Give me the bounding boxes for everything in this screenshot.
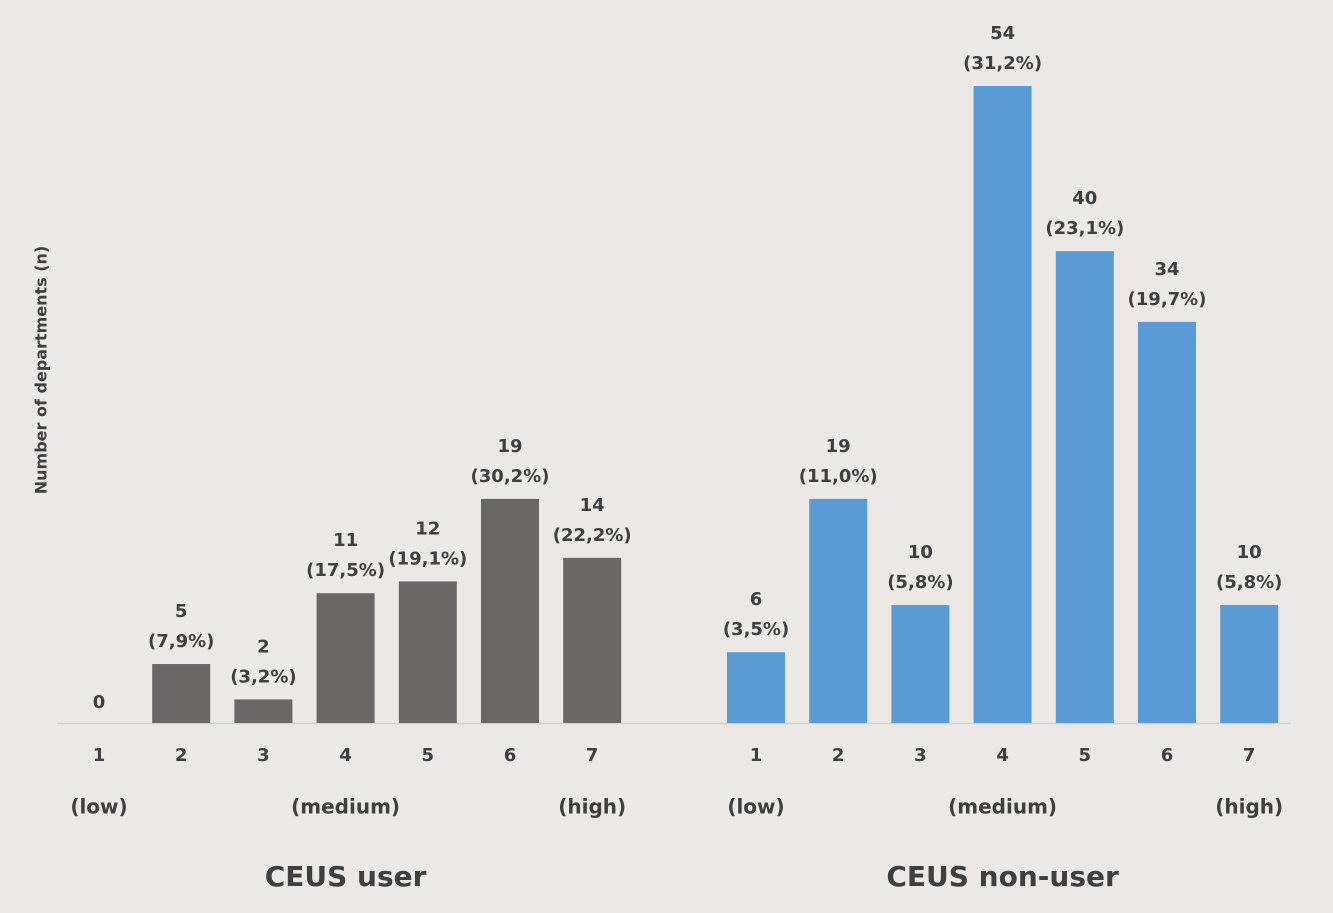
scale-label: (low) — [727, 795, 784, 819]
bar — [727, 652, 785, 723]
x-tick-label: 4 — [339, 745, 352, 766]
percent-label: (17,5%) — [306, 560, 385, 581]
percent-label: (5,8%) — [1216, 572, 1282, 593]
group-title: CEUS user — [265, 860, 427, 893]
x-tick-label: 1 — [750, 745, 763, 766]
value-label: 19 — [826, 436, 851, 457]
x-tick-label: 6 — [1161, 745, 1174, 766]
percent-label: (19,7%) — [1128, 289, 1207, 310]
bar — [1055, 251, 1114, 724]
percent-label: (3,5%) — [723, 619, 789, 640]
value-label: 19 — [497, 436, 522, 457]
value-label: 10 — [908, 542, 933, 563]
value-label: 5 — [175, 601, 188, 622]
x-tick-label: 5 — [1079, 745, 1092, 766]
value-label: 6 — [750, 589, 763, 610]
percent-label: (5,8%) — [887, 572, 953, 593]
value-label: 12 — [415, 518, 440, 539]
value-label: 14 — [580, 495, 605, 516]
x-tick-label: 5 — [422, 745, 435, 766]
bar — [563, 557, 622, 723]
bar — [809, 498, 868, 723]
bar — [1138, 321, 1196, 723]
x-tick-label: 6 — [504, 745, 517, 766]
percent-label: (31,2%) — [963, 53, 1042, 74]
value-label: 11 — [333, 530, 358, 551]
percent-label: (23,1%) — [1045, 218, 1124, 239]
x-tick-label: 3 — [257, 745, 270, 766]
bar — [152, 664, 211, 723]
x-tick-label: 1 — [93, 745, 106, 766]
bar — [398, 581, 457, 723]
bar — [891, 605, 950, 723]
value-label: 10 — [1237, 542, 1262, 563]
scale-label: (high) — [1215, 795, 1283, 819]
bar — [234, 699, 293, 723]
percent-label: (3,2%) — [230, 666, 296, 687]
percent-label: (7,9%) — [148, 631, 214, 652]
value-label: 0 — [93, 692, 106, 713]
value-label: 54 — [990, 23, 1015, 44]
group-title: CEUS non-user — [886, 860, 1119, 893]
scale-label: (medium) — [291, 795, 400, 819]
percent-label: (30,2%) — [471, 466, 550, 487]
x-tick-label: 3 — [914, 745, 927, 766]
y-axis-label: Number of departments (n) — [32, 246, 51, 495]
value-label: 2 — [257, 636, 270, 657]
x-tick-label: 2 — [175, 745, 188, 766]
bar — [481, 498, 539, 723]
bar — [316, 593, 375, 723]
scale-label: (low) — [70, 795, 127, 819]
scale-label: (high) — [558, 795, 626, 819]
x-tick-label: 2 — [832, 745, 845, 766]
percent-label: (19,1%) — [388, 548, 467, 569]
value-label: 40 — [1072, 188, 1097, 209]
bar — [1220, 605, 1279, 723]
x-tick-label: 4 — [996, 745, 1009, 766]
x-tick-label: 7 — [586, 745, 599, 766]
scale-label: (medium) — [948, 795, 1057, 819]
x-tick-label: 7 — [1243, 745, 1256, 766]
percent-label: (22,2%) — [553, 525, 632, 546]
percent-label: (11,0%) — [799, 466, 878, 487]
bar — [973, 86, 1032, 723]
value-label: 34 — [1154, 259, 1179, 280]
